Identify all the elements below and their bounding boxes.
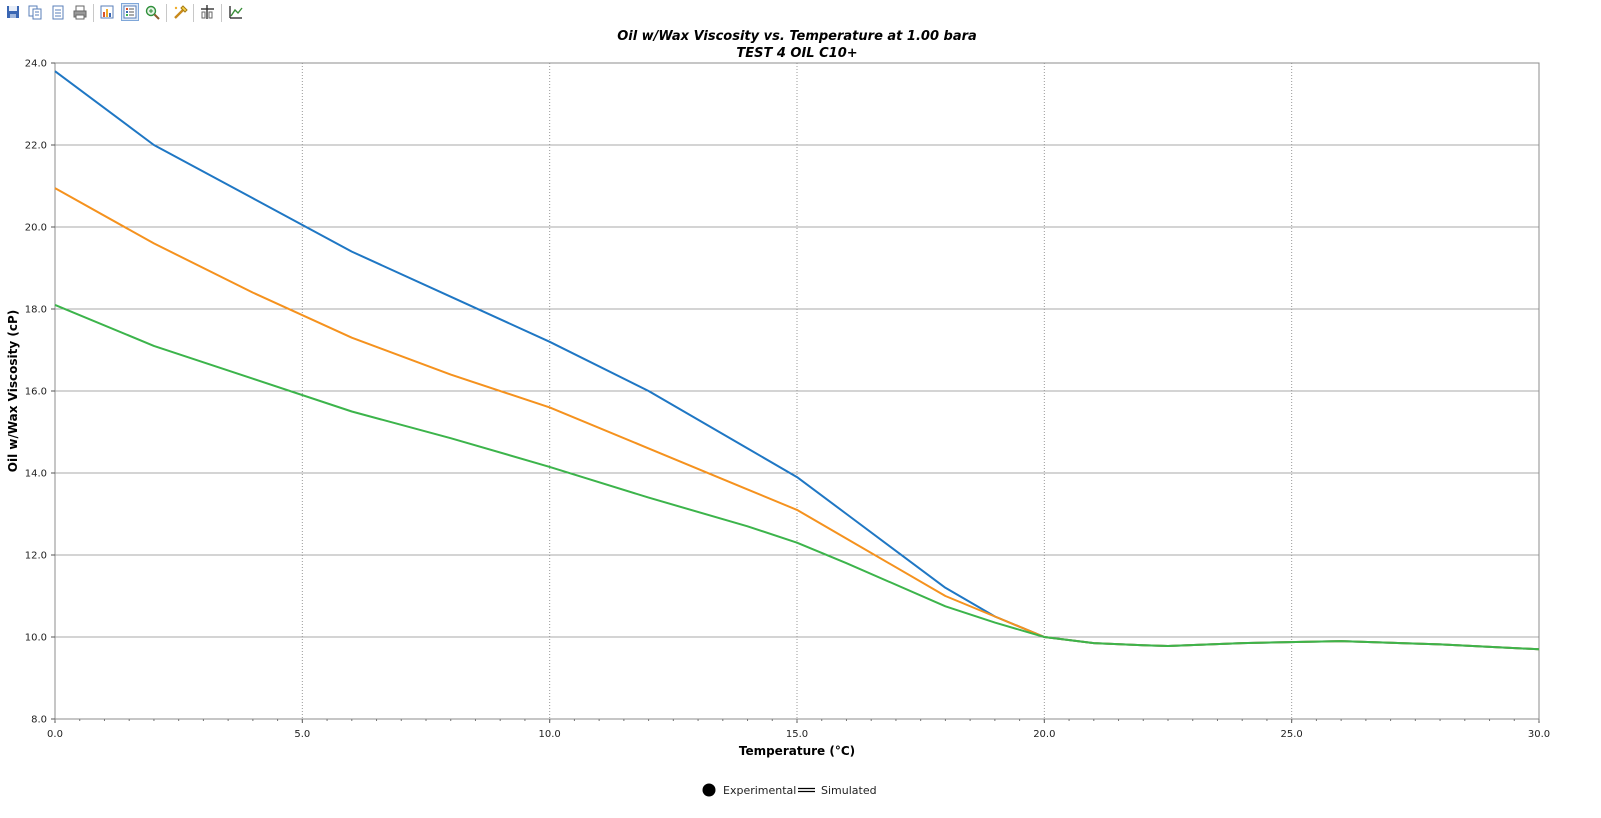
chart-options-icon [100,5,114,19]
copy-icon [28,5,42,20]
y-tick-label: 22.0 [25,141,47,152]
y-tick-label: 24.0 [25,59,47,70]
chart-toolbar [0,0,1601,26]
copy-button[interactable] [26,3,44,21]
y-axis-label: Oil w/Wax Viscosity (cP) [6,310,20,472]
chart-subtitle: TEST 4 OIL C10+ [736,46,857,61]
x-tick-label: 10.0 [539,729,561,740]
zoom-icon [145,5,160,20]
print-icon [73,5,87,20]
x-tick-label: 0.0 [47,729,63,740]
y-tick-label: 8.0 [31,715,47,726]
save-icon [7,6,19,18]
save-button[interactable] [4,3,22,21]
series-line-3 [54,303,1540,651]
highlight-icon [174,5,188,19]
axis-button[interactable] [226,3,244,21]
copy-data-button[interactable] [49,3,67,21]
x-tick-label: 25.0 [1281,729,1303,740]
grid [55,63,1539,719]
y-tick-label: 20.0 [25,223,47,234]
y-tick-label: 10.0 [25,633,47,644]
chart-options-button[interactable] [98,3,116,21]
y-tick-label: 16.0 [25,387,47,398]
zoom-button[interactable] [143,3,161,21]
highlight-button[interactable] [171,3,189,21]
x-axis-label: Temperature (°C) [739,744,855,758]
toolbar-separator [193,4,194,22]
toolbar-separator [93,4,94,22]
axis-icon [229,6,243,19]
series-line-2 [54,187,1540,651]
y-tick-label: 12.0 [25,551,47,562]
legend-label-simulated: Simulated [821,784,877,797]
legend-label-experimental: Experimental [723,784,796,797]
x-tick-label: 5.0 [294,729,310,740]
x-tick-label: 15.0 [786,729,808,740]
legend-marker-experimental [702,783,716,797]
toolbar-separator [221,4,222,22]
tick-labels: 8.0 10.0 12.0 14.0 16.0 18.0 20.0 22.0 24.0 0.0 5.… [25,59,1550,741]
y-tick-label: 18.0 [25,305,47,316]
series-layer [54,70,1540,651]
x-tick-label: 30.0 [1528,729,1550,740]
x-tick-label: 20.0 [1033,729,1055,740]
crosshair-icon [201,5,214,19]
toolbar-separator [166,4,167,22]
legend-icon [123,5,137,19]
crosshair-button[interactable] [198,3,216,21]
legend[interactable]: Experimental Simulated [702,783,877,798]
print-button[interactable] [71,3,89,21]
chart-title: Oil w/Wax Viscosity vs. Temperature at 1… [617,29,977,44]
legend-marker-simulated [798,787,815,793]
y-tick-label: 14.0 [25,469,47,480]
copy-data-icon [52,5,64,20]
legend-button[interactable] [121,3,139,21]
